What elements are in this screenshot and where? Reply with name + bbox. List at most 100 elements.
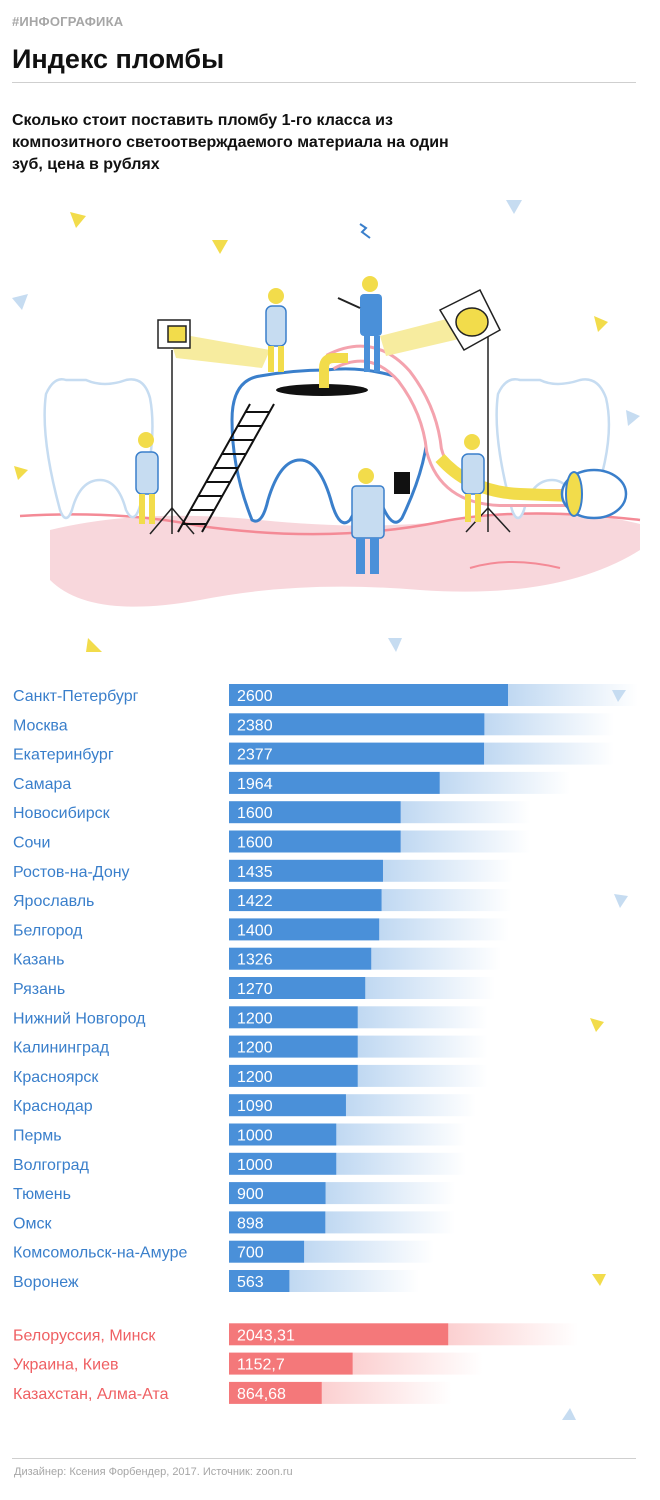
- bar: [229, 1270, 290, 1292]
- category-label: Краснодар: [13, 1098, 93, 1115]
- bar-fade: [379, 918, 510, 941]
- bar: [229, 1152, 337, 1175]
- bar: [229, 1123, 337, 1146]
- bar-value-label: 700: [237, 1245, 264, 1262]
- bar-value-label: 900: [237, 1186, 264, 1203]
- nurse-right: [461, 434, 485, 522]
- bar-value-label: 1152,7: [237, 1357, 285, 1374]
- category-label: Комсомольск-на-Амуре: [13, 1245, 187, 1262]
- bar-row: Красноярск 1200: [13, 1064, 488, 1087]
- category-tag: #ИНФОГРАФИКА: [12, 14, 124, 29]
- bar-row: Сочи 1600: [13, 830, 531, 853]
- bar: [229, 1006, 358, 1029]
- bar-fade: [400, 830, 531, 853]
- bar-value-label: 2043,31: [237, 1327, 295, 1344]
- bar-value-label: 1090: [237, 1098, 273, 1115]
- bar: [229, 742, 485, 765]
- bar: [229, 830, 401, 853]
- bar: [229, 1381, 322, 1404]
- bar-row: Воронеж 563: [13, 1270, 420, 1292]
- bar-fade: [381, 889, 512, 912]
- bar-row: Краснодар 1090: [13, 1094, 476, 1117]
- bar: [229, 1240, 305, 1263]
- cavity: [276, 384, 368, 396]
- bar-value-label: 1600: [237, 835, 273, 852]
- bar-row: Белоруссия, Минск 2043,31: [13, 1323, 579, 1346]
- category-label: Казань: [13, 952, 64, 969]
- bar-value-label: 1200: [237, 1069, 273, 1086]
- bar: [229, 713, 485, 736]
- category-label: Волгоград: [13, 1157, 90, 1174]
- dentist-top-right: [337, 276, 382, 372]
- bar-fade: [382, 859, 513, 882]
- squiggle-decoration: [359, 223, 371, 239]
- bar-row: Нижний Новгород 1200: [13, 1006, 488, 1029]
- category-label: Белоруссия, Минск: [13, 1327, 156, 1344]
- bar-value-label: 1200: [237, 1040, 273, 1057]
- bar-fade: [336, 1123, 467, 1146]
- bar-row: Калининград 1200: [13, 1035, 488, 1058]
- bar-fade: [508, 684, 638, 706]
- page-title: Индекс пломбы: [12, 44, 225, 74]
- category-label: Ростов-на-Дону: [13, 864, 130, 881]
- bar-value-label: 864,68: [237, 1386, 286, 1403]
- chart-subtitle: Сколько стоит поставить пломбу 1-го клас…: [12, 112, 449, 173]
- bar: [229, 1352, 353, 1375]
- category-label: Украина, Киев: [13, 1357, 118, 1374]
- dental-illustration: [12, 200, 641, 652]
- lamp-right: [438, 288, 511, 533]
- category-label: Новосибирск: [13, 805, 111, 822]
- bar-value-label: 898: [237, 1215, 264, 1232]
- bar-row: Екатеринбург 2377: [13, 742, 615, 765]
- bar: [229, 801, 401, 824]
- bar-row: Казахстан, Алма-Ата 864,68: [13, 1381, 452, 1404]
- category-label: Ярославль: [13, 893, 94, 910]
- gum-line: [19, 512, 641, 536]
- bar-row: Москва 2380: [13, 713, 615, 736]
- bar-row: Ростов-на-Дону 1435: [13, 859, 513, 882]
- category-label: Калининград: [13, 1040, 110, 1057]
- bar-fade: [289, 1270, 420, 1292]
- bar-value-label: 2380: [237, 717, 273, 734]
- category-label: Самара: [13, 776, 71, 793]
- bar-row: Омск 898: [13, 1211, 456, 1234]
- bar-fade: [325, 1211, 456, 1234]
- bar-value-label: 1000: [237, 1157, 273, 1174]
- bar: [229, 947, 372, 970]
- bar-fade: [345, 1094, 476, 1117]
- bar-value-label: 1400: [237, 922, 273, 939]
- bar-fade: [400, 801, 531, 824]
- bar-row: Санкт-Петербург 2600: [13, 684, 638, 706]
- bar-fade: [371, 947, 502, 970]
- bar: [229, 889, 382, 912]
- bar-value-label: 1964: [237, 776, 273, 793]
- category-label: Казахстан, Алма-Ата: [13, 1386, 169, 1403]
- bar-fade: [336, 1152, 467, 1175]
- bar-value-label: 1600: [237, 805, 273, 822]
- category-label: Екатеринбург: [13, 747, 114, 764]
- bar-row: Ярославль 1422: [13, 889, 512, 912]
- title-divider: [12, 82, 636, 83]
- bar: [229, 1211, 326, 1234]
- category-label: Пермь: [13, 1128, 62, 1145]
- bar-value-label: 1435: [237, 864, 273, 881]
- category-label: Санкт-Петербург: [13, 688, 139, 705]
- bar-fade: [352, 1352, 483, 1375]
- bar-value-label: 2600: [237, 688, 273, 705]
- bar-fade: [357, 1035, 488, 1058]
- bar-value-label: 1422: [237, 893, 273, 910]
- bar-fade: [439, 771, 570, 794]
- bar: [229, 1035, 358, 1058]
- category-label: Сочи: [13, 835, 50, 852]
- bar: [229, 859, 383, 882]
- bar-fade: [484, 713, 615, 736]
- bar: [229, 1064, 358, 1087]
- bar-row: Новосибирск 1600: [13, 801, 531, 824]
- category-label: Воронеж: [13, 1274, 79, 1291]
- nurse-left: [135, 432, 159, 524]
- bar-row: Волгоград 1000: [13, 1152, 467, 1175]
- dentist-top-left: [265, 288, 287, 372]
- category-label: Белгород: [13, 922, 83, 939]
- light-beam-left: [168, 332, 270, 368]
- dentist-bottom: [351, 468, 410, 574]
